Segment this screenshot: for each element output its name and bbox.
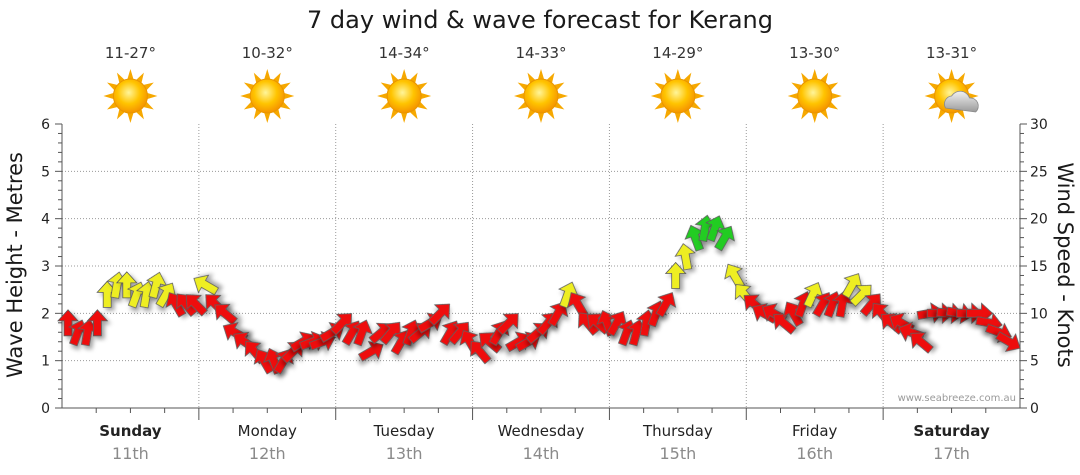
temperature-range: 10-32° xyxy=(242,44,293,62)
wind-arrow xyxy=(995,331,1021,352)
sun-icon xyxy=(514,69,568,123)
left-tick-label: 1 xyxy=(41,354,50,370)
temperature-range: 14-33° xyxy=(515,44,566,62)
axes: 0 01 52 103 154 205 256 30Sunday11thMonday12thT… xyxy=(41,117,1048,463)
wind-arrow xyxy=(185,294,208,317)
date-label: 15th xyxy=(659,444,696,463)
sun-icon xyxy=(240,69,295,123)
wind-arrow xyxy=(352,319,373,347)
left-tick-label: 6 xyxy=(41,117,50,133)
day-label: Tuesday xyxy=(373,422,435,440)
temperature-range: 11-27° xyxy=(105,44,156,62)
grid xyxy=(62,124,1020,408)
date-label: 11th xyxy=(112,444,149,463)
wind-arrows xyxy=(57,214,1021,375)
sun-icon xyxy=(377,69,432,123)
wind-arrow xyxy=(547,301,569,328)
temperature-range: 14-29° xyxy=(652,44,703,62)
sun-icon xyxy=(787,69,842,123)
date-label: 14th xyxy=(523,444,560,463)
wind-arrow xyxy=(214,303,238,326)
date-label: 17th xyxy=(933,444,970,463)
right-tick-label: 10 xyxy=(1030,306,1048,322)
wind-arrow xyxy=(674,243,696,271)
day-label: Thursday xyxy=(642,422,713,440)
wind-arrow xyxy=(193,274,220,296)
right-tick-label: 15 xyxy=(1030,259,1048,275)
wind-arrow xyxy=(496,313,519,336)
temperature-range: 13-31° xyxy=(926,44,977,62)
date-label: 16th xyxy=(796,444,833,463)
left-tick-label: 4 xyxy=(41,212,50,228)
wind-arrow xyxy=(86,309,109,337)
chart-title: 7 day wind & wave forecast for Kerang xyxy=(307,6,773,34)
right-tick-label: 5 xyxy=(1030,354,1039,370)
right-tick-label: 0 xyxy=(1030,401,1039,417)
right-tick-label: 25 xyxy=(1030,164,1048,180)
left-tick-label: 3 xyxy=(41,259,50,275)
left-tick-label: 0 xyxy=(41,401,50,417)
date-label: 13th xyxy=(386,444,423,463)
temperature-range: 13-30° xyxy=(789,44,840,62)
right-tick-label: 30 xyxy=(1030,117,1048,133)
day-label: Wednesday xyxy=(498,422,585,440)
wind-arrow xyxy=(115,271,138,299)
day-label: Monday xyxy=(238,422,297,440)
wind-arrow xyxy=(427,303,451,326)
right-tick-label: 20 xyxy=(1030,212,1048,228)
wind-arrow xyxy=(714,225,735,252)
wind-arrow xyxy=(655,292,677,318)
left-tick-label: 5 xyxy=(41,164,50,180)
day-forecast-header: 11-27° 10-32° 14-34° 14-33° 14-29° 13-30° 13-3… xyxy=(103,44,979,123)
sun-icon xyxy=(103,69,158,123)
left-tick-label: 2 xyxy=(41,306,50,322)
wind-arrow xyxy=(664,261,687,289)
day-label: Saturday xyxy=(913,422,990,440)
partly-cloudy-icon xyxy=(924,69,979,123)
right-axis-title: Wind Speed - Knots xyxy=(1053,162,1077,367)
watermark: www.seabreeze.com.au xyxy=(898,393,1016,404)
day-label: Sunday xyxy=(99,422,162,440)
sun-icon xyxy=(650,69,705,123)
wind-arrow xyxy=(910,332,934,354)
wind-arrow xyxy=(57,309,79,337)
wind-arrow xyxy=(357,340,384,362)
day-label: Friday xyxy=(792,422,838,440)
date-label: 12th xyxy=(249,444,286,463)
temperature-range: 14-34° xyxy=(379,44,430,62)
left-axis-title: Wave Height - Metres xyxy=(3,152,27,378)
